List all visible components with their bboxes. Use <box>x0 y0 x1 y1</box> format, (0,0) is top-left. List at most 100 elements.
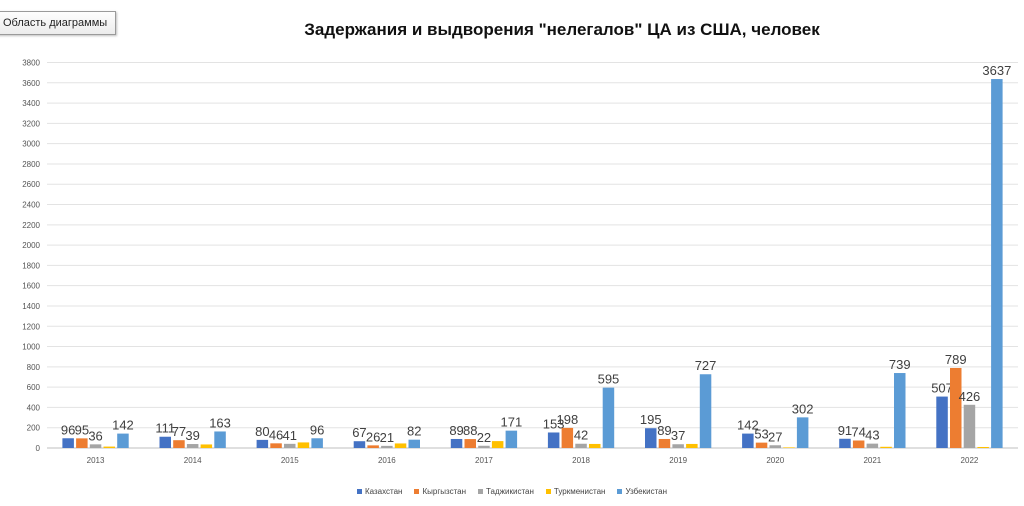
bar <box>880 446 892 448</box>
y-tick-label: 3800 <box>22 59 40 68</box>
data-label: 41 <box>283 428 297 443</box>
legend-swatch <box>545 489 551 494</box>
legend-swatch <box>478 489 484 494</box>
bar <box>699 374 712 448</box>
chart-legend: Казахстан Кыргызстан Таджикистан Туркменист… <box>0 487 1024 496</box>
data-label: 96 <box>61 422 75 437</box>
x-tick-label: 2020 <box>766 456 784 465</box>
bar <box>589 443 601 448</box>
bar <box>478 445 490 448</box>
bar <box>103 446 115 448</box>
bar <box>936 396 948 448</box>
y-tick-label: 3600 <box>22 79 40 88</box>
bar <box>464 439 476 448</box>
data-label: 67 <box>352 425 366 440</box>
y-tick-label: 800 <box>27 363 41 372</box>
legend-label: Туркменистан <box>553 487 606 496</box>
chart-area-button[interactable]: Область диаграммы <box>0 11 117 35</box>
data-label: 82 <box>407 424 421 439</box>
legend-swatch <box>414 489 420 494</box>
bar <box>505 430 518 448</box>
y-tick-label: 1200 <box>22 322 40 331</box>
y-tick-label: 0 <box>36 444 41 453</box>
bar <box>89 444 102 448</box>
y-tick-label: 3200 <box>22 119 40 128</box>
y-tick-label: 2600 <box>22 180 40 189</box>
y-tick-label: 1600 <box>22 282 40 291</box>
y-tick-label: 2800 <box>22 160 40 169</box>
bar <box>783 447 795 448</box>
bar <box>977 446 989 448</box>
bar <box>214 431 226 448</box>
bar <box>645 428 657 448</box>
bar <box>769 445 781 448</box>
bar <box>381 445 393 448</box>
bar <box>658 438 671 448</box>
data-label: 95 <box>75 422 89 437</box>
bar <box>491 441 504 448</box>
legend-item: Казахстан <box>356 487 402 496</box>
bar <box>866 443 879 448</box>
data-label: 36 <box>88 428 102 443</box>
bar <box>367 445 379 448</box>
data-label: 739 <box>889 357 911 372</box>
bar <box>297 442 310 448</box>
x-tick-label: 2017 <box>475 456 493 465</box>
bar <box>547 432 560 448</box>
data-label: 37 <box>671 428 685 443</box>
data-label: 111 <box>155 421 175 436</box>
x-tick-label: 2016 <box>378 456 396 465</box>
x-tick-label: 2014 <box>184 456 202 465</box>
data-label: 789 <box>945 352 967 367</box>
data-label: 53 <box>754 427 768 442</box>
bar <box>796 417 809 448</box>
bar <box>186 444 199 448</box>
legend-label: Таджикистан <box>486 487 534 496</box>
y-tick-label: 200 <box>27 424 41 433</box>
data-label: 46 <box>269 427 283 442</box>
legend-label: Кыргызстан <box>422 487 467 496</box>
x-tick-label: 2021 <box>863 456 881 465</box>
data-label: 22 <box>477 430 491 445</box>
data-label: 507 <box>931 381 953 396</box>
x-tick-label: 2013 <box>87 456 105 465</box>
y-tick-label: 1800 <box>22 261 40 270</box>
bar <box>256 439 269 448</box>
y-tick-label: 1400 <box>22 302 40 311</box>
x-tick-label: 2022 <box>961 456 979 465</box>
data-label: 426 <box>959 389 981 404</box>
legend-item: Таджикистан <box>478 487 534 496</box>
data-label: 153 <box>543 416 565 431</box>
data-label: 195 <box>640 412 662 427</box>
bar <box>894 373 906 448</box>
y-tick-label: 3400 <box>22 99 40 108</box>
bar <box>839 438 851 448</box>
y-tick-label: 3000 <box>22 140 40 149</box>
bar <box>159 436 171 448</box>
legend-item: Кыргызстан <box>414 487 466 496</box>
data-label: 74 <box>851 424 865 439</box>
y-tick-label: 600 <box>27 383 41 392</box>
x-tick-label: 2018 <box>572 456 590 465</box>
bar <box>742 433 754 448</box>
bar <box>408 439 420 448</box>
data-label: 89 <box>449 423 463 438</box>
legend-swatch <box>617 489 623 494</box>
data-label: 3637 <box>982 63 1011 78</box>
data-label: 77 <box>172 424 186 439</box>
data-label: 727 <box>695 358 717 373</box>
bar <box>173 440 185 448</box>
bar <box>270 443 282 448</box>
data-label: 27 <box>768 429 782 444</box>
legend-swatch <box>356 489 362 494</box>
bar <box>353 441 366 448</box>
legend-label: Узбекистан <box>625 487 668 496</box>
data-label: 91 <box>838 423 852 438</box>
bar <box>561 427 574 448</box>
y-tick-label: 2000 <box>22 241 40 250</box>
y-tick-label: 2200 <box>22 221 40 230</box>
bar <box>394 443 407 448</box>
bar <box>672 444 684 448</box>
data-label: 163 <box>209 415 231 430</box>
